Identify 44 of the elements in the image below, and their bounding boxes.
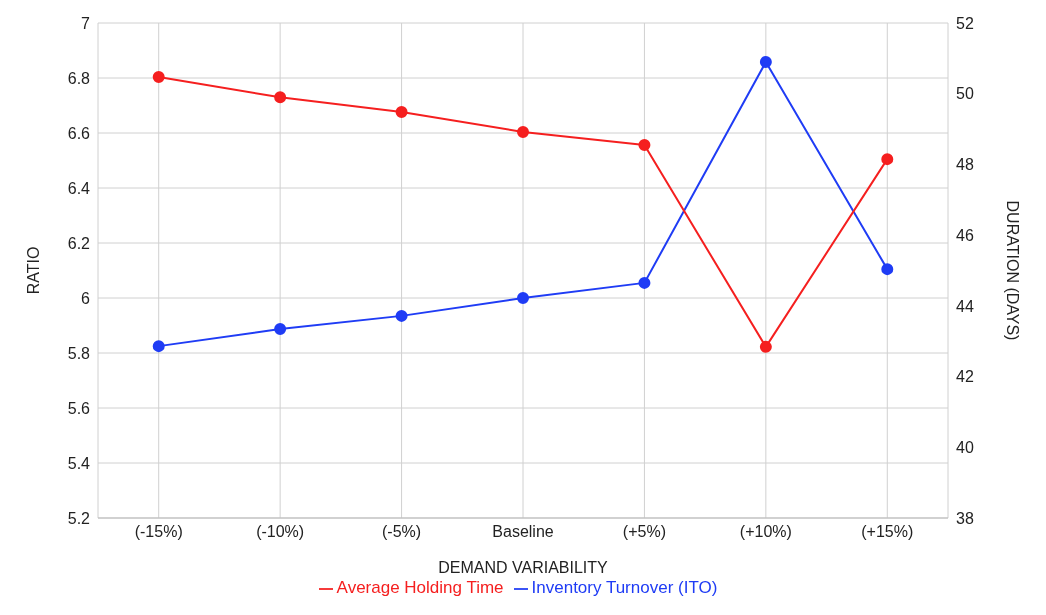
y-tick-label: 5.8: [67, 344, 91, 362]
point: [274, 323, 287, 336]
y2-tick-label: 52: [956, 14, 974, 32]
point: [274, 91, 287, 104]
y-tick-label: 5.2: [67, 509, 91, 527]
y2-tick-label: 38: [956, 509, 974, 527]
y2-tick-label: 48: [956, 156, 974, 174]
y2-tick-label: 50: [956, 85, 974, 103]
point: [152, 340, 165, 353]
point: [395, 309, 408, 322]
y-axis-title: RATIO: [24, 246, 42, 295]
y-tick-label: 7: [81, 14, 91, 32]
x-tick-label: (-5%): [382, 523, 422, 541]
y-tick-label: 6.2: [67, 234, 91, 252]
legend-label: Average Holding Time: [336, 578, 504, 597]
point: [759, 56, 772, 69]
point: [517, 125, 529, 138]
point: [638, 138, 651, 151]
y2-tick-label: 44: [956, 297, 974, 315]
y2-axis-title: DURATION (DAYS): [1004, 200, 1022, 341]
y-tick-label: 6.4: [67, 179, 91, 197]
point: [152, 71, 165, 84]
point: [759, 340, 772, 353]
x-tick-label: (+15%): [861, 523, 914, 541]
x-tick-label: (-15%): [134, 523, 183, 541]
point: [638, 276, 651, 289]
y-tick-label: 6.8: [67, 69, 91, 87]
point: [395, 106, 408, 119]
x-tick-label: Baseline: [492, 523, 554, 541]
point: [517, 292, 529, 304]
y2-tick-label: 46: [956, 226, 974, 244]
x-tick-label: (+10%): [739, 523, 792, 541]
y2-tick-label: 40: [956, 438, 974, 456]
y2-tick-label: 42: [956, 368, 974, 386]
y-tick-label: 6.6: [67, 124, 91, 142]
legend-label: Inventory Turnover (ITO): [531, 578, 718, 597]
point: [881, 263, 894, 276]
y-tick-label: 5.6: [67, 399, 91, 417]
x-tick-label: (+5%): [622, 523, 666, 541]
y-tick-label: 6: [81, 289, 91, 307]
x-tick-label: (-10%): [256, 523, 305, 541]
x-axis-title: DEMAND VARIABILITY: [438, 559, 609, 576]
point: [881, 153, 894, 166]
y-tick-label: 5.4: [67, 454, 91, 472]
